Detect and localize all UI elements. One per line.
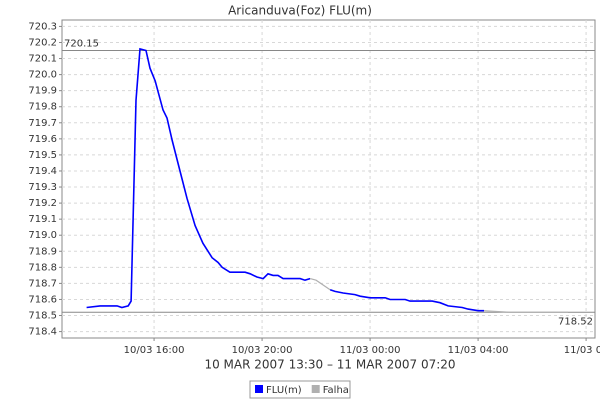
- x-tick-label: 11/03 00:00: [340, 345, 401, 356]
- y-tick-label: 719.0: [28, 230, 57, 241]
- y-tick-label: 718.5: [28, 311, 57, 322]
- series-line: [309, 278, 568, 313]
- marker-label: 718.52: [558, 316, 593, 327]
- chart-title: Aricanduva(Foz) FLU(m): [228, 4, 372, 18]
- y-tick-label: 718.8: [28, 262, 57, 273]
- legend-swatch: [311, 385, 320, 393]
- y-tick-label: 719.5: [28, 150, 57, 161]
- x-tick-label: 10/03 16:00: [124, 345, 185, 356]
- y-tick-label: 720.2: [28, 37, 57, 48]
- y-tick-label: 719.8: [28, 102, 57, 113]
- y-tick-label: 718.6: [28, 294, 57, 305]
- x-tick-label: 11/03 04:00: [448, 345, 509, 356]
- marker-label: 720.15: [64, 39, 99, 50]
- series-line: [86, 47, 484, 312]
- legend-label: FLU(m): [266, 385, 302, 396]
- y-tick-label: 720.0: [28, 70, 57, 81]
- legend-box: [249, 380, 351, 399]
- y-tick-label: 718.4: [28, 327, 57, 338]
- x-tick-label: 11/03 08: [564, 345, 600, 356]
- subtitle: 10 MAR 2007 13:30 – 11 MAR 2007 07:20: [204, 358, 455, 372]
- legend-label: Falha: [323, 385, 349, 396]
- y-tick-label: 719.2: [28, 198, 57, 209]
- y-tick-label: 720.3: [28, 21, 57, 32]
- y-tick-label: 719.1: [28, 214, 57, 225]
- y-tick-label: 720.1: [28, 54, 57, 65]
- y-tick-label: 719.4: [28, 166, 57, 177]
- legend-swatch: [255, 385, 263, 393]
- plot-area: [61, 19, 596, 339]
- y-tick-label: 719.9: [28, 86, 57, 97]
- y-tick-label: 718.9: [28, 246, 57, 257]
- y-tick-label: 719.6: [28, 134, 57, 145]
- x-tick-label: 10/03 20:00: [232, 345, 293, 356]
- y-tick-label: 718.7: [28, 278, 57, 289]
- y-tick-label: 719.7: [28, 118, 57, 129]
- y-tick-label: 719.3: [28, 182, 57, 193]
